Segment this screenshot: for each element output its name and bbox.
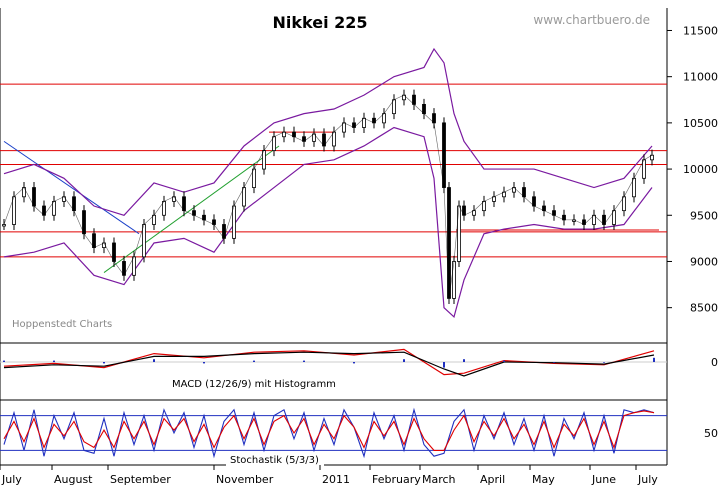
candle-body [132, 256, 136, 276]
candle-body [182, 196, 186, 212]
trendline-1 [103, 145, 280, 273]
candle-body [272, 136, 276, 151]
candle-body [92, 233, 96, 249]
candle-body [482, 201, 486, 212]
x-tick-label: June [591, 473, 616, 486]
candle-body [332, 131, 336, 147]
chart-title: Nikkei 225 [272, 13, 367, 32]
x-tick-label: November [216, 473, 274, 486]
y-tick-label: 11000 [683, 71, 718, 84]
x-tick-label: July [637, 473, 658, 486]
candle-body [642, 159, 646, 179]
candle-body [362, 117, 366, 128]
x-tick-label: July [1, 473, 22, 486]
candle-body [32, 187, 36, 207]
candle-body [72, 196, 76, 212]
y-tick-label: 8500 [690, 302, 718, 315]
price-close-line [3, 94, 653, 299]
candle-body [532, 196, 536, 207]
stoch-label-bg [226, 454, 324, 466]
y-tick-label: 9500 [690, 209, 718, 222]
candle-body [592, 214, 596, 225]
candle-body [632, 177, 636, 198]
candle-body [262, 150, 266, 170]
macd-label: MACD (12/26/9) mit Histogramm [172, 379, 336, 390]
candle-body [222, 224, 226, 239]
candle-body [112, 242, 116, 262]
x-tick-label: April [480, 473, 505, 486]
candle-body [162, 201, 166, 216]
x-tick-label: February [372, 473, 421, 486]
y-tick-label: 10500 [683, 117, 718, 130]
candle-body [142, 224, 146, 258]
bollinger-band-0 [3, 47, 653, 216]
macd-label-bg [168, 377, 354, 390]
candle-body [392, 99, 396, 115]
candle-body [52, 201, 56, 216]
candle-body [152, 214, 156, 225]
macd-series-1 [3, 351, 655, 377]
candle-body [382, 113, 386, 124]
candle-body [622, 196, 626, 212]
x-tick-label: September [110, 473, 171, 486]
price-panel [0, 47, 667, 319]
source-note: Hoppenstedt Charts [12, 319, 112, 330]
x-tick-label: March [422, 473, 456, 486]
stochastic-label: Stochastik (5/3/3) [230, 455, 319, 466]
candle-body [252, 168, 256, 188]
candle-body [412, 94, 416, 105]
candle-body [612, 210, 616, 225]
chart-watermark: www.chartbuero.de [533, 13, 650, 27]
bollinger-band-1 [3, 126, 653, 319]
y-tick-label: 9000 [690, 255, 718, 268]
candle-body [422, 103, 426, 115]
trendline-0 [3, 140, 140, 235]
candle-body [342, 122, 346, 133]
candle-body [82, 210, 86, 235]
candle-body [2, 224, 6, 227]
macd-panel [0, 348, 667, 377]
stoch-series-1 [3, 410, 655, 451]
x-tick-label: August [54, 473, 93, 486]
stoch-tick-label: 50 [704, 427, 718, 440]
y-tick-label: 11500 [683, 24, 718, 37]
candle-body [12, 196, 16, 225]
macd-tick-label: 0 [711, 356, 718, 369]
candle-body [432, 113, 436, 124]
candle-body [522, 187, 526, 198]
stochastic-panel [0, 407, 667, 459]
candle-body [232, 205, 236, 239]
axis-layer: 11500 11000 10500 10000 9500 9000 8500 0 50 July A… [0, 24, 718, 486]
x-tick-label: 2011 [322, 473, 350, 486]
y-tick-label: 10000 [683, 163, 718, 176]
candle-body [242, 187, 246, 207]
x-tick-label: May [532, 473, 555, 486]
candle-body [442, 122, 446, 188]
